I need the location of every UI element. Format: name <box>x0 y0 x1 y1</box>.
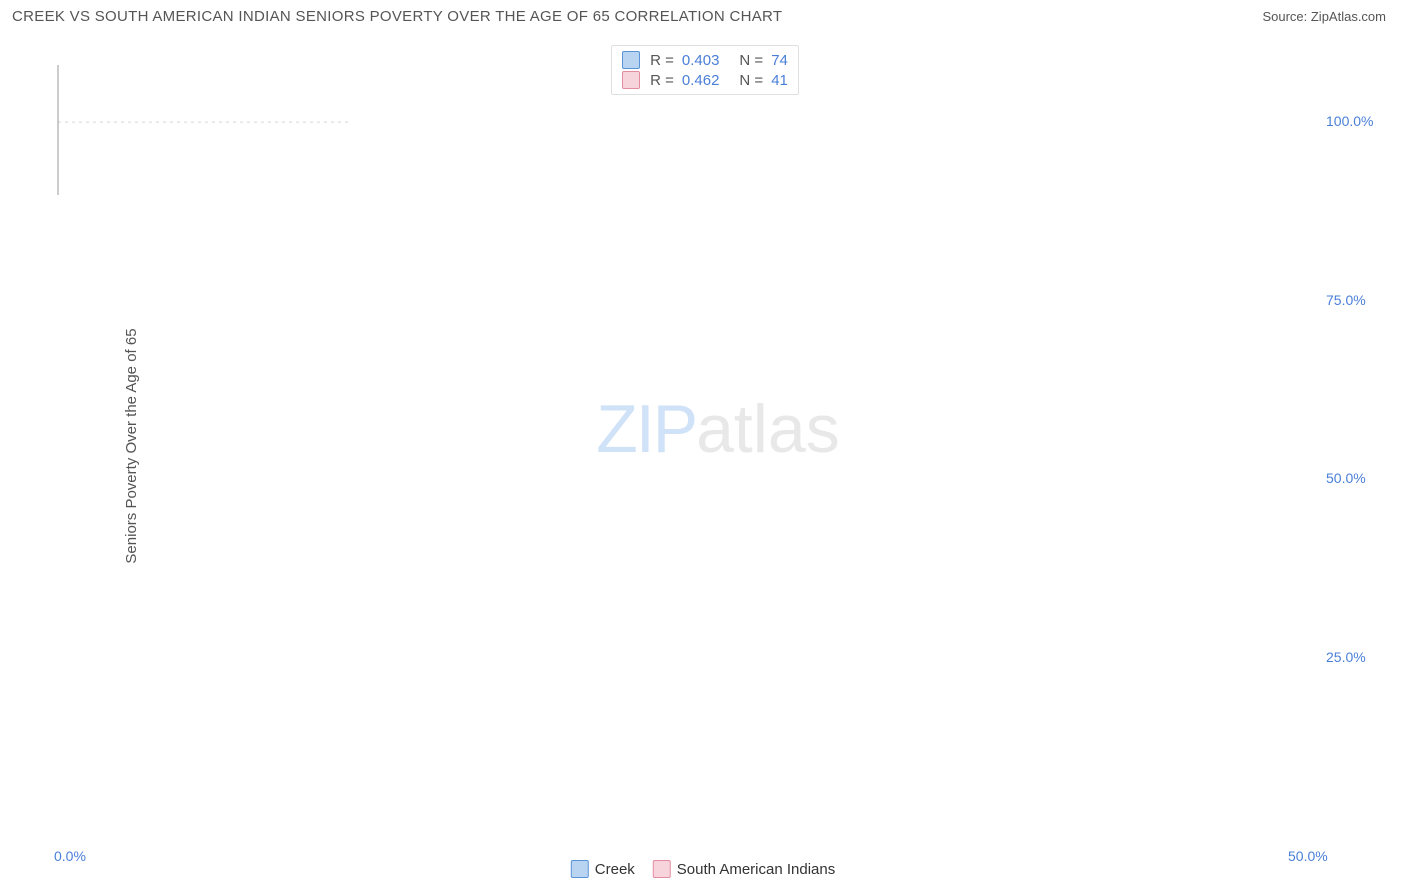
legend-item-creek: Creek <box>571 860 635 878</box>
watermark-zip: ZIP <box>596 391 696 467</box>
source-prefix: Source: <box>1262 9 1310 24</box>
scatter-plot <box>50 45 350 195</box>
correlation-legend: R = 0.403 N = 74 R = 0.462 N = 41 <box>611 45 799 95</box>
y-tick-label: 100.0% <box>1326 113 1373 129</box>
y-tick-label: 75.0% <box>1326 292 1366 308</box>
legend-label-sai: South American Indians <box>677 861 835 878</box>
watermark-atlas: atlas <box>696 391 840 467</box>
x-tick-label: 0.0% <box>54 848 86 864</box>
legend-row-creek: R = 0.403 N = 74 <box>622 50 788 70</box>
x-tick-label: 50.0% <box>1288 848 1328 864</box>
legend-label-creek: Creek <box>595 861 635 878</box>
y-tick-label: 50.0% <box>1326 470 1366 486</box>
legend-swatch-icon <box>571 860 589 878</box>
n-label: N = <box>739 72 763 89</box>
source-attribution: Source: ZipAtlas.com <box>1262 9 1386 24</box>
series-legend: Creek South American Indians <box>571 860 835 878</box>
chart-header: CREEK VS SOUTH AMERICAN INDIAN SENIORS P… <box>0 0 1406 31</box>
watermark: ZIPatlas <box>596 390 839 468</box>
chart-title: CREEK VS SOUTH AMERICAN INDIAN SENIORS P… <box>12 8 782 25</box>
r-label: R = <box>650 72 674 89</box>
r-value-sai: 0.462 <box>682 72 720 89</box>
legend-swatch-creek <box>622 51 640 69</box>
legend-swatch-icon <box>653 860 671 878</box>
chart-area: ZIPatlas R = 0.403 N = 74 R = 0.462 N = … <box>50 45 1386 844</box>
r-value-creek: 0.403 <box>682 52 720 69</box>
source-link[interactable]: ZipAtlas.com <box>1311 9 1386 24</box>
n-label: N = <box>739 52 763 69</box>
y-tick-label: 25.0% <box>1326 649 1366 665</box>
legend-item-sai: South American Indians <box>653 860 835 878</box>
legend-row-sai: R = 0.462 N = 41 <box>622 70 788 90</box>
r-label: R = <box>650 52 674 69</box>
n-value-creek: 74 <box>771 52 788 69</box>
legend-swatch-sai <box>622 71 640 89</box>
n-value-sai: 41 <box>771 72 788 89</box>
